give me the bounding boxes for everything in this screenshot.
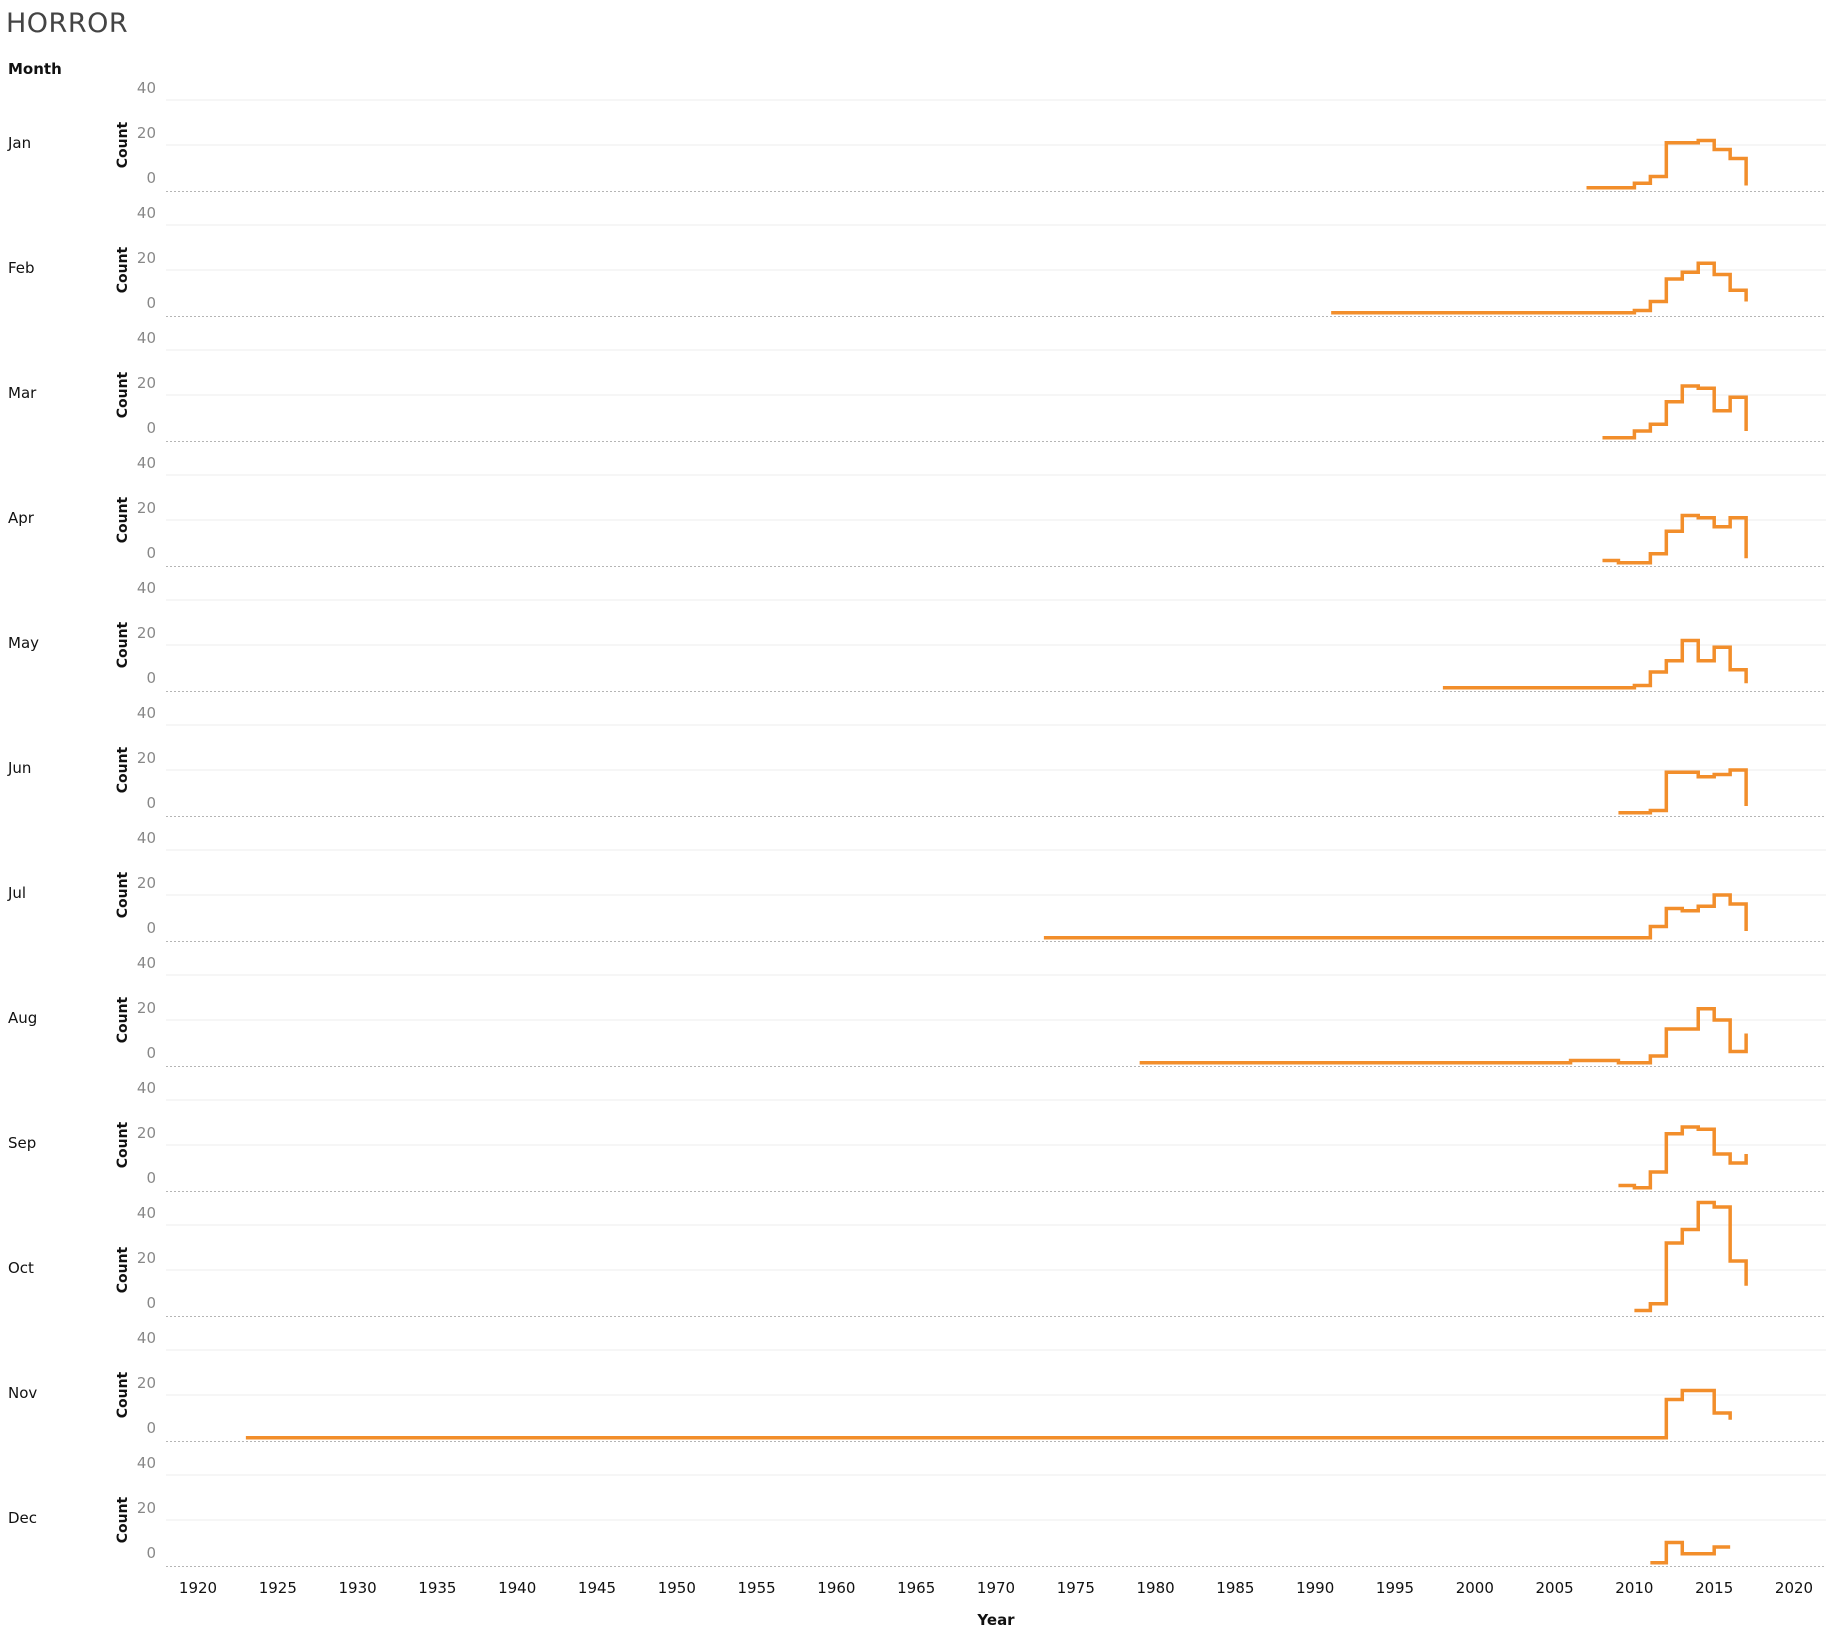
series-line-mar — [1602, 384, 1748, 440]
y-tick-label: 0 — [146, 1294, 156, 1312]
y-tick-label: 20 — [137, 249, 156, 267]
x-tick-label: 2005 — [1536, 1579, 1574, 1597]
row-label-jan: Jan — [7, 134, 31, 152]
x-tick-label: 1930 — [339, 1579, 377, 1597]
y-tick-label: 40 — [137, 79, 156, 97]
x-tick-label: 1945 — [578, 1579, 616, 1597]
y-axis-title: Count — [115, 1496, 131, 1543]
x-tick-label: 1995 — [1376, 1579, 1414, 1597]
y-axis-title: Count — [115, 871, 131, 918]
row-label-mar: Mar — [8, 384, 37, 402]
y-axis-title: Count — [115, 621, 131, 668]
y-tick-label: 20 — [137, 1124, 156, 1142]
series-line-aug — [1139, 1007, 1748, 1065]
y-tick-label: 40 — [137, 454, 156, 472]
x-tick-label: 1950 — [658, 1579, 696, 1597]
x-tick-label: 1955 — [738, 1579, 776, 1597]
x-tick-label: 2015 — [1695, 1579, 1733, 1597]
y-axis-title: Count — [115, 996, 131, 1043]
y-tick-label: 0 — [146, 419, 156, 437]
row-label-jun: Jun — [7, 759, 31, 777]
series-line-may — [1442, 638, 1748, 690]
x-tick-label: 2020 — [1775, 1579, 1813, 1597]
series-line-oct — [1634, 1200, 1748, 1313]
y-tick-label: 0 — [146, 1419, 156, 1437]
y-tick-label: 20 — [137, 1499, 156, 1517]
x-tick-label: 1920 — [179, 1579, 217, 1597]
y-tick-label: 40 — [137, 954, 156, 972]
x-tick-label: 1940 — [498, 1579, 536, 1597]
y-tick-label: 40 — [137, 829, 156, 847]
y-tick-label: 0 — [146, 1544, 156, 1562]
y-tick-label: 20 — [137, 499, 156, 517]
y-tick-label: 20 — [137, 749, 156, 767]
y-axis-title: Count — [115, 1371, 131, 1418]
x-tick-label: 1990 — [1296, 1579, 1334, 1597]
y-axis-title: Count — [115, 1246, 131, 1293]
row-label-jul: Jul — [7, 884, 26, 902]
x-tick-label: 1965 — [897, 1579, 935, 1597]
row-label-nov: Nov — [8, 1384, 37, 1402]
x-tick-label: 1975 — [1057, 1579, 1095, 1597]
x-tick-label: 2010 — [1615, 1579, 1653, 1597]
series-line-sep — [1618, 1125, 1748, 1190]
series-line-feb — [1331, 261, 1748, 315]
y-tick-label: 0 — [146, 169, 156, 187]
y-axis-title: Count — [115, 1121, 131, 1168]
row-label-may: May — [8, 634, 39, 652]
chart-title: HORROR — [6, 8, 129, 39]
y-tick-label: 0 — [146, 919, 156, 937]
y-tick-label: 20 — [137, 374, 156, 392]
y-tick-label: 0 — [146, 544, 156, 562]
row-header-month: Month — [8, 60, 62, 78]
y-tick-label: 20 — [137, 124, 156, 142]
y-tick-label: 0 — [146, 1169, 156, 1187]
x-tick-label: 1960 — [817, 1579, 855, 1597]
y-tick-label: 40 — [137, 1329, 156, 1347]
x-tick-label: 1985 — [1216, 1579, 1254, 1597]
y-tick-label: 0 — [146, 669, 156, 687]
y-axis-title: Count — [115, 746, 131, 793]
y-tick-label: 40 — [137, 1204, 156, 1222]
row-label-apr: Apr — [8, 509, 35, 527]
x-tick-label: 1980 — [1137, 1579, 1175, 1597]
y-tick-label: 20 — [137, 1374, 156, 1392]
series-line-nov — [245, 1388, 1732, 1440]
y-tick-label: 20 — [137, 874, 156, 892]
row-label-oct: Oct — [8, 1259, 34, 1277]
row-label-sep: Sep — [8, 1134, 36, 1152]
series-line-jan — [1586, 138, 1748, 190]
y-tick-label: 40 — [137, 204, 156, 222]
row-label-aug: Aug — [8, 1009, 37, 1027]
series-line-dec — [1650, 1540, 1731, 1565]
series-line-jun — [1618, 768, 1748, 815]
x-tick-label: 1935 — [418, 1579, 456, 1597]
row-label-dec: Dec — [8, 1509, 37, 1527]
y-tick-label: 20 — [137, 999, 156, 1017]
y-axis-title: Count — [115, 246, 131, 293]
y-tick-label: 20 — [137, 1249, 156, 1267]
x-tick-label: 1925 — [259, 1579, 297, 1597]
x-axis-title: Year — [976, 1611, 1015, 1629]
y-tick-label: 20 — [137, 624, 156, 642]
y-tick-label: 0 — [146, 294, 156, 312]
y-axis-title: Count — [115, 371, 131, 418]
y-tick-label: 0 — [146, 794, 156, 812]
y-axis-title: Count — [115, 121, 131, 168]
y-tick-label: 40 — [137, 329, 156, 347]
y-tick-label: 0 — [146, 1044, 156, 1062]
x-tick-label: 1970 — [977, 1579, 1015, 1597]
series-line-jul — [1043, 893, 1748, 940]
row-label-feb: Feb — [8, 259, 35, 277]
y-axis-title: Count — [115, 496, 131, 543]
series-line-apr — [1602, 513, 1748, 565]
y-tick-label: 40 — [137, 704, 156, 722]
y-tick-label: 40 — [137, 579, 156, 597]
y-tick-label: 40 — [137, 1079, 156, 1097]
y-tick-label: 40 — [137, 1454, 156, 1472]
x-tick-label: 2000 — [1456, 1579, 1494, 1597]
